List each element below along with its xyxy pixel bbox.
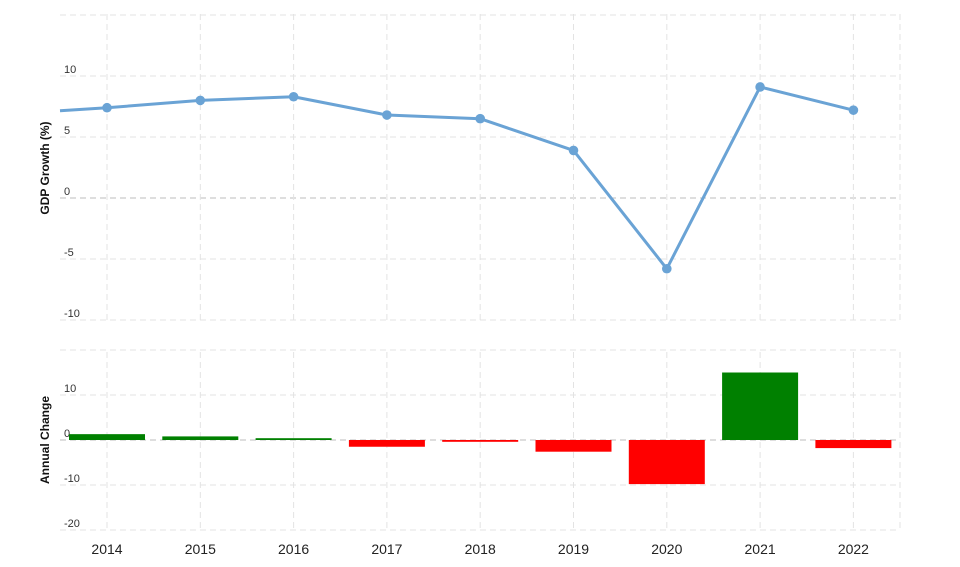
gdp-growth-line — [59, 85, 854, 271]
year-tick-label: 2017 — [371, 541, 402, 557]
annual-change-bars — [69, 372, 892, 485]
year-tick-label: 2018 — [465, 541, 496, 557]
annual-change-bar — [535, 440, 612, 452]
annual-change-y-tick-label: 0 — [64, 428, 70, 440]
gdp-growth-y-tick-label: 10 — [64, 64, 76, 76]
gdp-growth-point — [755, 82, 765, 92]
annual-change-y-tick-label: -10 — [64, 473, 80, 485]
gdp-growth-point — [475, 113, 486, 124]
gdp-growth-series — [59, 82, 859, 274]
year-tick-label: 2015 — [185, 541, 216, 557]
gdp-growth-point — [288, 91, 299, 102]
annual-change-panel: 10 0 -10 -20 Annual Change — [38, 349, 901, 531]
gdp-growth-point — [102, 102, 112, 113]
annual-change-bar — [69, 434, 145, 440]
gdp-growth-point — [382, 110, 392, 120]
annual-change-bar — [722, 372, 799, 440]
gdp-growth-point — [195, 95, 206, 106]
annual-change-y-axis-label: Annual Change — [38, 396, 52, 484]
annual-change-bar — [815, 440, 892, 449]
annual-change-bar — [628, 440, 705, 485]
annual-change-bar — [162, 436, 239, 440]
annual-change-bar — [348, 440, 425, 447]
gdp-growth-y-tick-label: -10 — [64, 308, 80, 320]
year-tick-label: 2019 — [558, 541, 589, 557]
year-tick-label: 2022 — [838, 541, 869, 557]
annual-change-y-tick-label: 10 — [64, 383, 76, 395]
gdp-growth-point — [568, 145, 579, 156]
year-tick-label: 2016 — [278, 541, 309, 557]
annual-change-y-tick-label: -20 — [64, 518, 80, 530]
year-x-axis: 2014 2015 2016 2017 2018 2019 2020 2021 2022 — [91, 541, 869, 557]
annual-change-bar — [442, 440, 519, 442]
year-tick-label: 2021 — [745, 541, 776, 557]
annual-change-y-ticks: 10 0 -10 -20 — [64, 383, 80, 530]
gdp-growth-point — [662, 263, 672, 274]
gdp-growth-y-ticks: 10 5 0 -5 -10 — [64, 64, 80, 320]
year-tick-label: 2020 — [651, 541, 682, 557]
gdp-growth-y-tick-label: 5 — [64, 125, 70, 137]
annual-change-bar — [255, 438, 332, 440]
gdp-growth-point — [848, 105, 859, 115]
gdp-growth-panel: 10 5 0 -5 -10 GDP Growth (%) — [38, 14, 901, 322]
gdp-growth-y-axis-label: GDP Growth (%) — [38, 121, 52, 214]
gdp-growth-y-tick-label: 0 — [64, 186, 70, 198]
gdp-growth-y-tick-label: -5 — [64, 247, 74, 259]
gdp-growth-grid — [60, 14, 901, 322]
year-tick-label: 2014 — [91, 541, 122, 557]
